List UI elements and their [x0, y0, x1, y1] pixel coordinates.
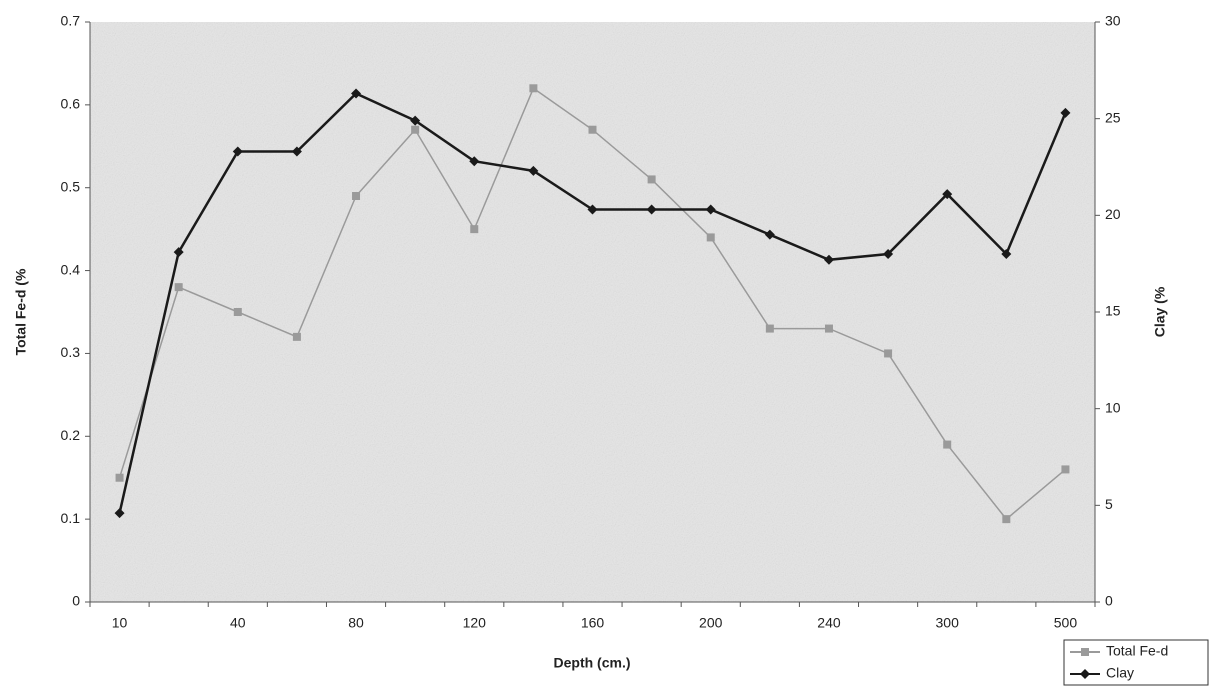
y-tick-label: 0.6 [61, 96, 81, 112]
point [589, 126, 597, 134]
point [825, 325, 833, 333]
y-axis-title: Total Fe-d (% [13, 268, 29, 355]
x-tick-label: 40 [230, 615, 246, 631]
y2-tick-label: 20 [1105, 206, 1121, 222]
x-tick-label: 240 [817, 615, 841, 631]
y2-tick-label: 30 [1105, 13, 1121, 29]
x-tick-label: 80 [348, 615, 364, 631]
point [1002, 515, 1010, 523]
legend-label: Total Fe-d [1106, 643, 1168, 659]
x-tick-label: 500 [1054, 615, 1078, 631]
point [707, 233, 715, 241]
y-tick-label: 0.1 [61, 510, 81, 526]
legend-label: Clay [1106, 665, 1134, 681]
y-tick-label: 0.3 [61, 344, 81, 360]
page: {"chart_data": {"type": "line", "x_label… [0, 0, 1210, 686]
point [766, 325, 774, 333]
point [293, 333, 301, 341]
y-tick-label: 0.7 [61, 13, 81, 29]
x-tick-label: 10 [112, 615, 128, 631]
y2-tick-label: 25 [1105, 109, 1121, 125]
y2-tick-label: 15 [1105, 303, 1121, 319]
point [1061, 465, 1069, 473]
x-axis-title: Depth (cm.) [554, 655, 631, 671]
point [943, 441, 951, 449]
point [411, 126, 419, 134]
y-tick-label: 0.4 [61, 261, 81, 277]
point [116, 474, 124, 482]
x-tick-label: 120 [463, 615, 487, 631]
y-tick-label: 0 [72, 593, 80, 609]
x-tick-label: 300 [936, 615, 960, 631]
y-tick-label: 0.5 [61, 178, 81, 194]
point [529, 84, 537, 92]
y-tick-label: 0.2 [61, 427, 81, 443]
x-tick-label: 160 [581, 615, 605, 631]
y2-tick-label: 10 [1105, 399, 1121, 415]
legend-marker [1081, 648, 1089, 656]
point [648, 175, 656, 183]
x-tick-label: 200 [699, 615, 723, 631]
y2-axis-title: Clay (% [1152, 286, 1168, 337]
chart: Depth (cm.) Total Fe-d (% Clay (% 0 0.1 0.… [0, 0, 1210, 686]
point [352, 192, 360, 200]
y2-tick-label: 5 [1105, 496, 1113, 512]
point [884, 349, 892, 357]
point [470, 225, 478, 233]
point [234, 308, 242, 316]
point [175, 283, 183, 291]
y2-tick-label: 0 [1105, 593, 1113, 609]
